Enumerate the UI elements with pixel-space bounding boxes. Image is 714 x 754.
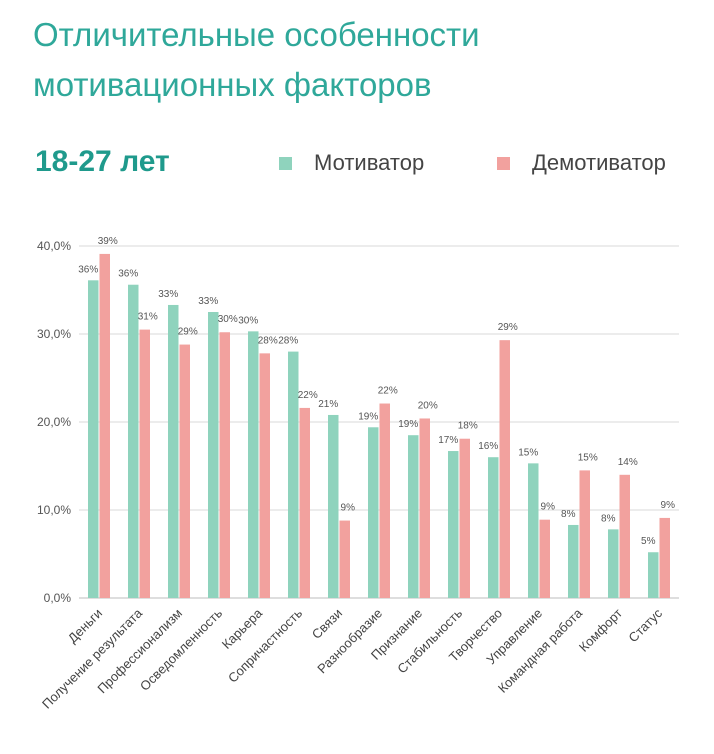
y-tick-label: 0,0%	[44, 591, 72, 605]
legend-item-demotivator: Демотиватор	[497, 148, 666, 178]
legend-swatch-motivator	[279, 156, 292, 170]
bar-motivator	[248, 331, 259, 598]
data-label-motivator: 28%	[278, 336, 298, 347]
bar-motivator	[568, 524, 579, 598]
bar-demotivator	[299, 407, 310, 598]
data-label-demotivator: 15%	[578, 452, 598, 463]
data-label-demotivator: 20%	[418, 400, 438, 411]
data-label-motivator: 5%	[641, 536, 656, 547]
bar-demotivator	[579, 470, 590, 598]
bar-motivator	[328, 414, 339, 598]
data-label-motivator: 30%	[238, 315, 258, 326]
bar-motivator	[368, 427, 379, 598]
data-label-demotivator: 9%	[541, 502, 556, 513]
age-group-label: 18-27 лет	[35, 145, 170, 178]
legend-swatch-demotivator	[497, 156, 510, 170]
data-label-demotivator: 9%	[661, 500, 676, 511]
data-label-demotivator: 9%	[341, 503, 356, 514]
bar-motivator	[208, 312, 219, 598]
bar-demotivator	[459, 438, 470, 598]
x-tick-label: Сопричастность	[225, 605, 305, 685]
data-label-motivator: 36%	[118, 269, 138, 280]
data-label-motivator: 36%	[78, 264, 98, 275]
data-label-demotivator: 18%	[458, 421, 478, 432]
data-label-motivator: 8%	[561, 509, 576, 520]
data-label-demotivator: 39%	[98, 236, 118, 247]
data-label-demotivator: 22%	[298, 390, 318, 401]
bar-motivator	[528, 463, 539, 598]
data-label-demotivator: 29%	[178, 327, 198, 338]
bar-demotivator	[99, 253, 110, 599]
data-label-demotivator: 14%	[618, 457, 638, 468]
x-tick-label: Комфорт	[576, 605, 625, 654]
data-label-motivator: 21%	[318, 399, 338, 410]
y-tick-label: 30,0%	[37, 327, 71, 341]
bar-demotivator	[219, 332, 230, 598]
x-tick-label: Связи	[309, 606, 345, 642]
bar-motivator	[288, 351, 299, 598]
data-label-demotivator: 30%	[218, 314, 238, 325]
title-line-2: мотивационных факторов	[33, 66, 432, 103]
bar-motivator	[168, 304, 179, 598]
bar-demotivator	[539, 519, 550, 598]
bar-motivator	[128, 284, 139, 598]
data-label-motivator: 19%	[358, 411, 378, 422]
x-tick-label: Статус	[625, 605, 665, 645]
data-label-demotivator: 22%	[378, 386, 398, 397]
bar-motivator	[648, 552, 659, 598]
title-line-1: Отличительные особенности	[33, 16, 480, 53]
bar-motivator	[88, 280, 99, 598]
data-label-motivator: 17%	[438, 435, 458, 446]
bar-demotivator	[379, 403, 390, 598]
bar-motivator	[408, 435, 419, 598]
chart-title: Отличительные особенности мотивационных …	[33, 10, 673, 110]
bar-demotivator	[339, 520, 350, 598]
data-label-demotivator: 29%	[498, 322, 518, 333]
data-label-motivator: 19%	[398, 419, 418, 430]
bar-motivator	[488, 457, 499, 598]
bar-motivator	[448, 451, 459, 598]
data-label-motivator: 15%	[518, 447, 538, 458]
legend-item-motivator: Мотиватор	[279, 148, 424, 178]
bar-demotivator	[139, 329, 150, 598]
legend-label-demotivator: Демотиватор	[532, 150, 666, 175]
data-label-motivator: 8%	[601, 513, 616, 524]
data-label-motivator: 33%	[198, 296, 218, 307]
legend-label-motivator: Мотиватор	[314, 150, 425, 175]
bar-demotivator	[419, 418, 430, 598]
bar-demotivator	[659, 517, 670, 598]
bar-demotivator	[499, 340, 510, 598]
bar-demotivator	[179, 344, 190, 598]
bar-demotivator	[619, 474, 630, 598]
data-label-motivator: 33%	[158, 289, 178, 300]
bar-demotivator	[259, 353, 270, 598]
bar-motivator	[608, 529, 619, 598]
data-label-demotivator: 31%	[138, 312, 158, 323]
data-label-demotivator: 28%	[258, 335, 278, 346]
y-tick-label: 10,0%	[37, 503, 71, 517]
y-tick-label: 20,0%	[37, 415, 71, 429]
y-tick-label: 40,0%	[37, 239, 71, 253]
data-label-motivator: 16%	[478, 441, 498, 452]
